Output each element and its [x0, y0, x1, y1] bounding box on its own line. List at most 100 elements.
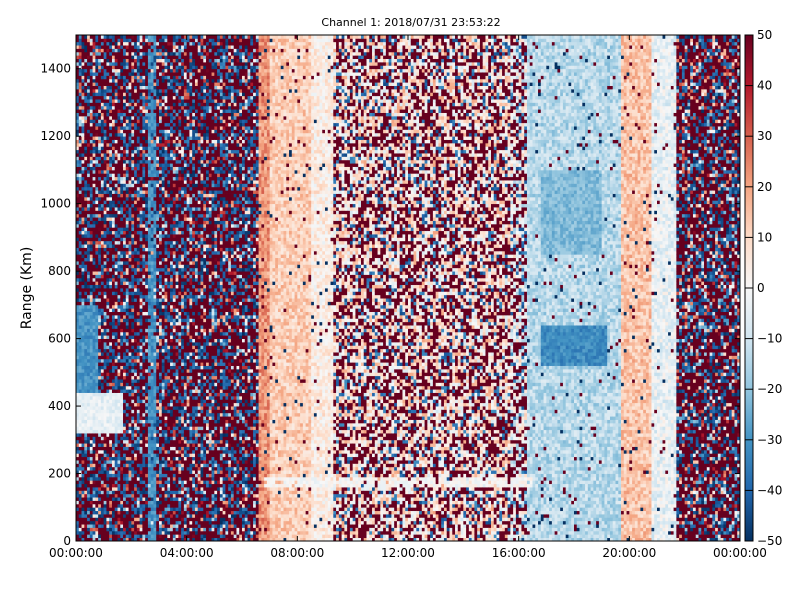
heatmap-cell: [100, 257, 105, 262]
heatmap-cell: [114, 318, 118, 323]
heatmap-cell: [139, 75, 143, 80]
heatmap-cell: [100, 328, 105, 333]
heatmap-cell: [156, 213, 160, 218]
heatmap-cell: [76, 126, 80, 130]
heatmap-cell: [98, 416, 102, 420]
heatmap-cell: [78, 318, 82, 323]
heatmap-cell: [106, 409, 110, 414]
heatmap-cell: [106, 463, 110, 468]
heatmap-cell: [78, 78, 82, 83]
heatmap-cell: [76, 82, 80, 86]
heatmap-cell: [100, 534, 105, 539]
heatmap-cell: [139, 514, 143, 518]
heatmap-cell: [120, 166, 124, 171]
heatmap-cell: [142, 314, 146, 319]
heatmap-cell: [114, 473, 118, 478]
heatmap-cell: [100, 385, 105, 390]
heatmap-cell: [81, 105, 85, 110]
heatmap-cell: [145, 335, 149, 339]
heatmap-cell: [106, 85, 110, 90]
heatmap-cell: [98, 186, 102, 191]
heatmap-cell: [103, 136, 107, 140]
heatmap-cell: [131, 456, 135, 461]
heatmap-cell: [98, 163, 102, 167]
heatmap-cell: [161, 426, 165, 431]
heatmap-cell: [128, 379, 132, 383]
heatmap-cell: [111, 58, 116, 63]
heatmap-cell: [111, 517, 116, 522]
heatmap-cell: [139, 426, 143, 431]
heatmap-cell: [92, 530, 96, 535]
heatmap-cell: [120, 190, 124, 194]
heatmap-cell: [81, 102, 85, 107]
heatmap-cell: [78, 325, 82, 329]
heatmap-cell: [106, 153, 110, 157]
heatmap-cell: [92, 55, 96, 60]
heatmap-cell: [164, 304, 168, 309]
heatmap-cell: [153, 85, 157, 90]
heatmap-cell: [145, 406, 149, 410]
heatmap-cell: [109, 149, 113, 154]
heatmap-cell: [153, 257, 157, 262]
heatmap-cell: [153, 82, 157, 86]
heatmap-cell: [145, 426, 149, 431]
heatmap-cell: [87, 537, 91, 542]
heatmap-cell: [106, 190, 110, 194]
heatmap-cell: [147, 365, 152, 370]
heatmap-cell: [87, 159, 91, 164]
heatmap-cell: [78, 129, 82, 134]
heatmap-cell: [109, 460, 113, 464]
heatmap-cell: [156, 372, 160, 377]
heatmap-cell: [139, 470, 143, 474]
heatmap-cell: [114, 379, 118, 383]
heatmap-cell: [134, 119, 138, 124]
heatmap-cell: [117, 395, 121, 400]
heatmap-cell: [145, 460, 149, 464]
heatmap-cell: [150, 169, 154, 174]
heatmap-cell: [76, 210, 80, 215]
heatmap-cell: [131, 48, 135, 53]
heatmap-cell: [111, 213, 116, 218]
heatmap-cell: [106, 102, 110, 107]
heatmap-cell: [84, 355, 88, 360]
heatmap-cell: [98, 382, 102, 387]
heatmap-cell: [78, 207, 82, 211]
heatmap-cell: [84, 75, 88, 80]
heatmap-cell: [139, 277, 143, 282]
heatmap-cell: [87, 190, 91, 194]
heatmap-cell: [156, 402, 160, 407]
heatmap-cell: [128, 95, 132, 100]
heatmap-cell: [92, 372, 96, 377]
heatmap-cell: [114, 524, 118, 528]
heatmap-cell: [164, 55, 168, 60]
heatmap-cell: [87, 426, 91, 431]
heatmap-cell: [95, 230, 99, 235]
heatmap-cell: [147, 514, 152, 518]
heatmap-cell: [164, 520, 168, 525]
heatmap-cell: [95, 304, 99, 309]
heatmap-cell: [147, 483, 152, 488]
heatmap-cell: [159, 146, 163, 151]
heatmap-cell: [134, 433, 138, 437]
heatmap-cell: [123, 257, 127, 262]
heatmap-cell: [109, 412, 113, 417]
heatmap-cell: [84, 247, 88, 252]
heatmap-cell: [150, 217, 154, 221]
heatmap-cell: [84, 294, 88, 299]
heatmap-cell: [159, 51, 163, 56]
heatmap-cell: [147, 446, 152, 451]
heatmap-cell: [159, 389, 163, 393]
heatmap-cell: [109, 82, 113, 86]
heatmap-cell: [128, 45, 132, 49]
heatmap-cell: [106, 331, 110, 336]
heatmap-cell: [100, 389, 105, 393]
heatmap-cell: [164, 213, 168, 218]
heatmap-cell: [87, 362, 91, 366]
heatmap-cell: [106, 230, 110, 235]
heatmap-cell: [147, 95, 152, 100]
heatmap-cell: [95, 149, 99, 154]
heatmap-cell: [120, 183, 124, 188]
heatmap-cell: [164, 234, 168, 238]
heatmap-cell: [109, 507, 113, 512]
heatmap-cell: [128, 328, 132, 333]
